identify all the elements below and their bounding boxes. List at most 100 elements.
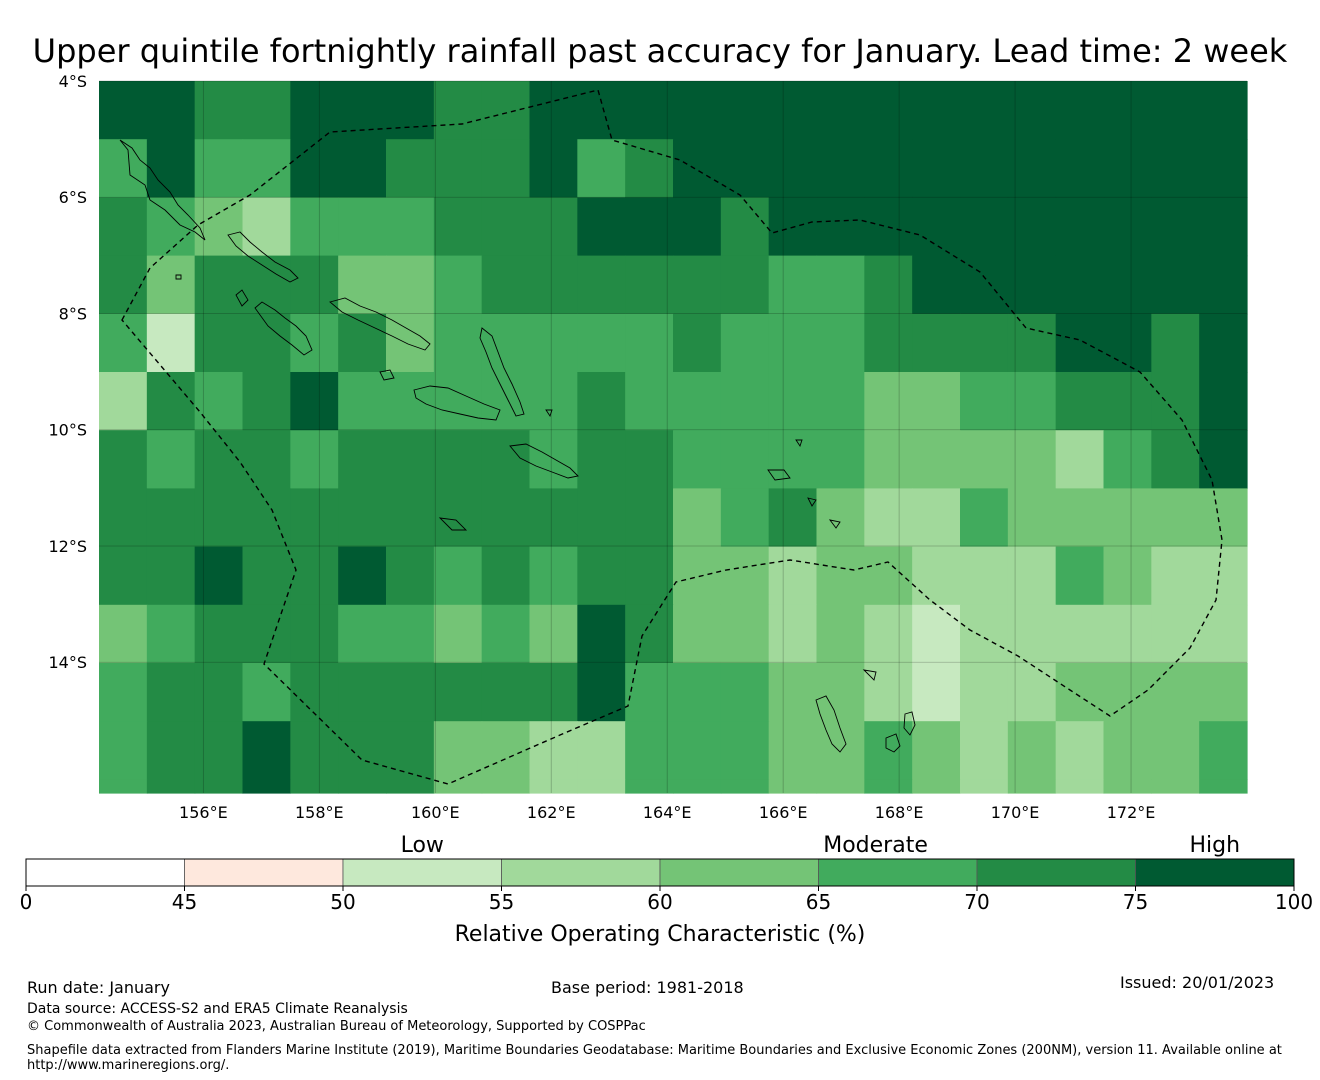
coastlines [119, 139, 916, 753]
roc-cell [673, 197, 722, 257]
roc-cell [673, 255, 722, 315]
map-title: Upper quintile fortnightly rainfall past… [32, 32, 1288, 70]
roc-cell [529, 81, 578, 140]
roc-cell [338, 721, 387, 780]
roc-cell [1103, 372, 1152, 431]
roc-cell [577, 779, 626, 794]
roc-cell [146, 604, 196, 664]
roc-cell [481, 255, 531, 315]
roc-cell [768, 546, 818, 606]
roc-cell [529, 779, 578, 794]
roc-cell [146, 488, 196, 548]
roc-cell [1199, 488, 1248, 548]
roc-cell [960, 255, 1009, 315]
roc-cell [99, 313, 148, 373]
roc-cell [1199, 372, 1248, 431]
roc-cell [481, 313, 531, 373]
roc-cell [577, 313, 626, 373]
roc-cell [768, 779, 818, 794]
roc-cell [290, 604, 339, 664]
roc-cell [1007, 779, 1057, 794]
roc-cell [625, 488, 674, 548]
colorbar-categories: Low Moderate High [401, 833, 1240, 858]
choiseul-coastline [227, 231, 299, 283]
map-gridlines [99, 80, 1247, 793]
roc-cell [481, 372, 531, 431]
roc-cell [146, 255, 196, 315]
roc-cell [720, 779, 770, 794]
roc-cell [1151, 81, 1200, 140]
roc-cell [433, 139, 483, 198]
category-label-moderate: Moderate [823, 833, 928, 858]
roc-cell [577, 139, 626, 198]
roc-cell [146, 197, 196, 257]
roc-cell [912, 313, 961, 373]
roc-cell [529, 546, 578, 606]
bougainville-coastline [119, 139, 206, 241]
roc-cell [816, 663, 865, 722]
roc-cell [1199, 197, 1248, 257]
roc-cell [1007, 604, 1057, 664]
roc-cell [720, 197, 770, 257]
roc-cell [1151, 255, 1200, 315]
roc-cell [1007, 255, 1057, 315]
lat-label: 14°S [48, 653, 87, 672]
roc-cell [1103, 604, 1152, 664]
roc-cell [1151, 488, 1200, 548]
roc-cell [1055, 430, 1105, 489]
roc-cell [290, 139, 339, 198]
roc-cell [1151, 139, 1200, 198]
colorbar-label: Relative Operating Characteristic (%) [455, 922, 866, 947]
roc-cell [99, 372, 148, 431]
roc-cell [99, 197, 148, 257]
roc-cell [1103, 721, 1152, 780]
roc-cell [146, 81, 196, 140]
roc-cell [481, 81, 531, 140]
lon-label: 164°E [643, 803, 692, 822]
roc-cell [864, 313, 913, 373]
roc-cell [720, 372, 770, 431]
roc-cell [481, 546, 531, 606]
issued-date: Issued: 20/01/2023 [1120, 973, 1275, 992]
roc-cell [146, 546, 196, 606]
roc-cell [386, 604, 435, 664]
roc-cell [194, 488, 244, 548]
roc-cell [99, 81, 148, 140]
roc-cell [1103, 313, 1152, 373]
roc-cell [577, 721, 626, 780]
roc-cell [433, 313, 483, 373]
roc-cell [290, 81, 339, 140]
lon-label: 172°E [1107, 803, 1156, 822]
roc-cell [194, 430, 244, 489]
roc-cell [1199, 604, 1248, 664]
roc-cell [338, 139, 387, 198]
roc-cell [673, 139, 722, 198]
small-islands [175, 274, 877, 681]
roc-cell [529, 604, 578, 664]
roc-cell [194, 197, 244, 257]
roc-cell [481, 604, 531, 664]
lat-label: 12°S [48, 537, 87, 556]
roc-cell [99, 488, 148, 548]
guadalcanal-coastline [413, 385, 501, 421]
roc-cell [338, 546, 387, 606]
roc-cell [1055, 372, 1105, 431]
roc-cell [242, 488, 291, 548]
roc-cell [481, 197, 531, 257]
roc-cell [242, 197, 291, 257]
roc-cell [768, 81, 818, 140]
roc-cell [146, 372, 196, 431]
roc-cell [1055, 663, 1105, 722]
roc-cell [386, 546, 435, 606]
roc-cell [1007, 197, 1057, 257]
roc-cell [720, 488, 770, 548]
lon-label: 170°E [991, 803, 1040, 822]
malakula-coastline [885, 733, 901, 753]
roc-cell [1007, 546, 1057, 606]
roc-cell [720, 546, 770, 606]
roc-cell [1151, 313, 1200, 373]
roc-cell [912, 663, 961, 722]
roc-cell [481, 663, 531, 722]
roc-cell [912, 372, 961, 431]
